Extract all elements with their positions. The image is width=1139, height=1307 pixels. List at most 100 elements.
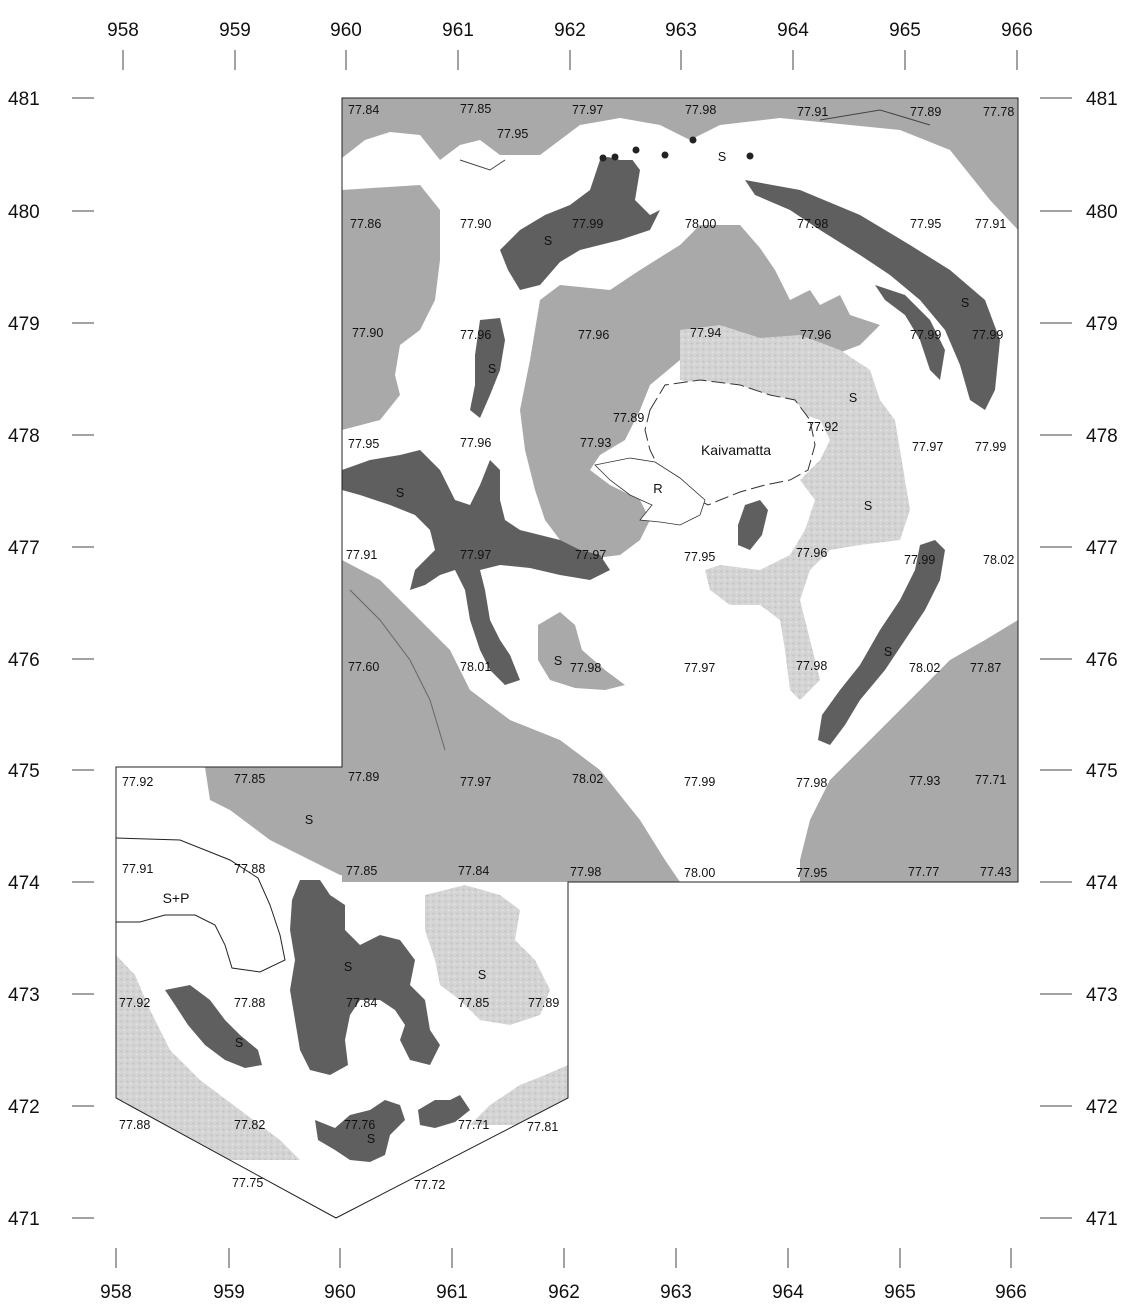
shore-dot bbox=[689, 136, 697, 144]
elevation-label: 78.02 bbox=[909, 661, 940, 675]
elevation-label: 77.88 bbox=[119, 1118, 150, 1132]
elevation-label: 77.84 bbox=[348, 103, 379, 117]
west-dark-lobe bbox=[470, 318, 505, 418]
elevation-label: 77.92 bbox=[807, 420, 838, 434]
unit-s-label: S bbox=[488, 362, 496, 376]
shore-dots bbox=[599, 136, 754, 162]
elevation-label: 77.98 bbox=[570, 661, 601, 675]
elevation-label: 77.97 bbox=[460, 548, 491, 562]
elevation-label: 77.98 bbox=[796, 776, 827, 790]
x-tick-label-bottom: 966 bbox=[995, 1282, 1027, 1303]
elevation-label: 77.99 bbox=[975, 440, 1006, 454]
unit-dark-areas bbox=[165, 150, 1000, 1162]
lower-dark-west bbox=[165, 985, 262, 1068]
elevation-label: 77.95 bbox=[348, 437, 379, 451]
y-tick-label-left: 481 bbox=[8, 89, 40, 110]
elevation-label: 77.91 bbox=[122, 862, 153, 876]
unit-s-label: S bbox=[478, 968, 486, 982]
x-tick-label-bottom: 959 bbox=[213, 1282, 245, 1303]
elevation-label: 77.95 bbox=[796, 866, 827, 880]
x-tick-label-top: 958 bbox=[107, 20, 139, 41]
southeast-dark-band bbox=[818, 540, 945, 745]
x-tick-label-top: 966 bbox=[1001, 20, 1033, 41]
lower-north-patch bbox=[205, 767, 410, 882]
lower-dark-south bbox=[315, 1100, 405, 1162]
south-small-patch bbox=[538, 612, 625, 690]
elevation-label: 77.99 bbox=[972, 328, 1003, 342]
x-tick-label-top: 962 bbox=[554, 20, 586, 41]
unit-s-label: S bbox=[344, 960, 352, 974]
elevation-label: 78.00 bbox=[684, 866, 715, 880]
elevation-label: 77.95 bbox=[497, 127, 528, 141]
elevation-label: 77.43 bbox=[980, 865, 1011, 879]
unit-s-label: S bbox=[554, 654, 562, 668]
elevation-label: 77.96 bbox=[578, 328, 609, 342]
lower-east-strip bbox=[470, 1065, 568, 1125]
southwest-band bbox=[342, 560, 680, 882]
elevation-label: 77.72 bbox=[414, 1178, 445, 1192]
central-highland bbox=[520, 225, 880, 560]
y-tick-label-right: 471 bbox=[1086, 1209, 1118, 1230]
y-tick-label-left: 473 bbox=[8, 985, 40, 1006]
elevation-label: 77.95 bbox=[910, 217, 941, 231]
y-tick-label-right: 480 bbox=[1086, 202, 1118, 223]
elevation-label: 78.02 bbox=[983, 553, 1014, 567]
unit-s-labels: S S S S S S S S S S S S S S bbox=[235, 150, 969, 1146]
elevation-label: 77.96 bbox=[800, 328, 831, 342]
ditch-line-sw bbox=[349, 589, 446, 751]
southeast-band bbox=[800, 620, 1018, 882]
unit-medium-areas bbox=[205, 98, 1018, 882]
x-tick-label-bottom: 962 bbox=[548, 1282, 580, 1303]
elevation-label: 77.84 bbox=[346, 996, 377, 1010]
elevation-label: 77.89 bbox=[613, 411, 644, 425]
y-tick-label-right: 473 bbox=[1086, 985, 1118, 1006]
lower-west-strip bbox=[116, 955, 300, 1160]
elevation-label: 77.85 bbox=[460, 102, 491, 116]
elevation-label: 77.96 bbox=[796, 546, 827, 560]
north-dark-arm bbox=[500, 150, 660, 290]
elevation-label: 77.95 bbox=[684, 550, 715, 564]
elevation-label: 77.89 bbox=[348, 770, 379, 784]
elevation-label: 77.97 bbox=[575, 548, 606, 562]
x-tick-label-bottom: 964 bbox=[772, 1282, 804, 1303]
unit-s-label: S bbox=[718, 150, 726, 164]
north-shore-water bbox=[580, 145, 760, 165]
elevation-label: 77.82 bbox=[234, 1118, 265, 1132]
x-tick-label-bottom: 958 bbox=[100, 1282, 132, 1303]
x-tick-label-bottom: 960 bbox=[324, 1282, 356, 1303]
elevation-label: 77.93 bbox=[909, 774, 940, 788]
elevation-label: 77.71 bbox=[458, 1118, 489, 1132]
y-tick-label-right: 477 bbox=[1086, 538, 1118, 559]
elevation-label: 77.85 bbox=[458, 996, 489, 1010]
elevation-label: 77.84 bbox=[458, 864, 489, 878]
y-tick-label-right: 481 bbox=[1086, 89, 1118, 110]
y-tick-label-right: 472 bbox=[1086, 1097, 1118, 1118]
elevation-label: 77.81 bbox=[527, 1120, 558, 1134]
y-tick-label-left: 479 bbox=[8, 314, 40, 335]
elevation-label: 77.98 bbox=[685, 103, 716, 117]
elevation-label: 77.99 bbox=[572, 217, 603, 231]
unit-s-label: S bbox=[884, 645, 892, 659]
y-tick-label-right: 474 bbox=[1086, 873, 1118, 894]
elevation-label: 77.92 bbox=[122, 775, 153, 789]
y-tick-label-right: 476 bbox=[1086, 650, 1118, 671]
elevation-label: 77.99 bbox=[904, 553, 935, 567]
lower-dark-small bbox=[418, 1095, 470, 1128]
elevation-label: 77.86 bbox=[350, 217, 381, 231]
y-tick-label-right: 479 bbox=[1086, 314, 1118, 335]
elevation-labels: 77.84 77.85 77.97 77.98 77.91 77.89 77.78 77.95… bbox=[119, 102, 1014, 1192]
elevation-label: 77.97 bbox=[912, 440, 943, 454]
west-patch-top bbox=[342, 185, 440, 430]
northeast-dark-sliver bbox=[875, 285, 945, 380]
elevation-label: 77.88 bbox=[234, 862, 265, 876]
elevation-label: 77.91 bbox=[346, 548, 377, 562]
unit-s-label: S bbox=[367, 1132, 375, 1146]
y-tick-label-left: 471 bbox=[8, 1209, 40, 1230]
y-tick-label-left: 478 bbox=[8, 426, 40, 447]
river-label: R bbox=[653, 481, 662, 496]
x-tick-label-bottom: 965 bbox=[884, 1282, 916, 1303]
elevation-label: 77.90 bbox=[352, 326, 383, 340]
x-tick-label-top: 961 bbox=[442, 20, 474, 41]
elevation-label: 77.60 bbox=[348, 660, 379, 674]
